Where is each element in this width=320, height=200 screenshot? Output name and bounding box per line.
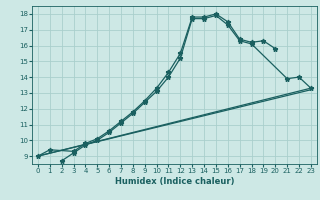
X-axis label: Humidex (Indice chaleur): Humidex (Indice chaleur) xyxy=(115,177,234,186)
